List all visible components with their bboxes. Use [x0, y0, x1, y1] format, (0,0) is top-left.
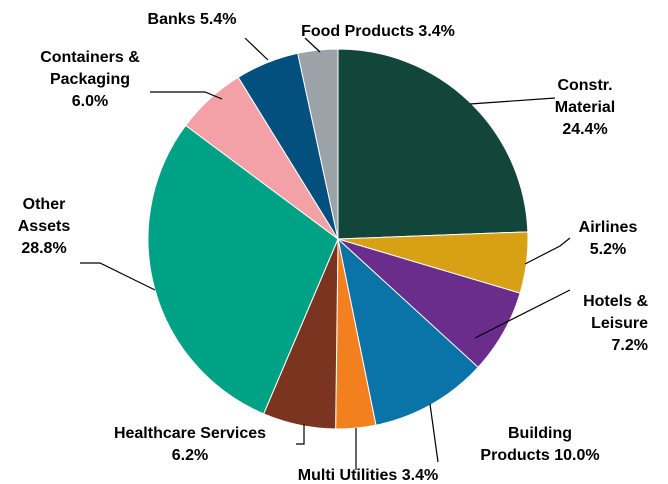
- leader-line-other: [80, 262, 156, 291]
- slice-label-line: 5.2%: [590, 241, 626, 258]
- slice-label-constr: Constr. Material 24.4%: [555, 77, 615, 138]
- leader-lines: [80, 37, 571, 470]
- slice-label-line: Airlines: [579, 219, 638, 236]
- slice-label-containers: Containers & Packaging 6.0%: [40, 49, 140, 110]
- pie-slices: [147, 48, 529, 430]
- slice-label-line: Material: [555, 99, 615, 116]
- slice-label-line: 28.8%: [21, 240, 66, 257]
- slice-label-line: Products 10.0%: [480, 447, 599, 464]
- slice-label-line: Healthcare Services: [114, 425, 266, 442]
- slice-label-food: Food Products 3.4%: [301, 23, 455, 40]
- slice-label-line: Banks 5.4%: [148, 11, 237, 28]
- slice-label-line: Packaging: [50, 71, 130, 88]
- slice-label-line: 24.4%: [562, 121, 607, 138]
- slice-label-line: 6.0%: [72, 93, 108, 110]
- pie-slice-building: [337, 237, 479, 426]
- slice-label-airlines: Airlines 5.2%: [579, 219, 638, 258]
- slice-label-building: Building Products 10.0%: [480, 425, 599, 464]
- slice-label-line: Hotels &: [583, 293, 648, 310]
- slice-label-line: Building: [508, 425, 572, 442]
- leader-line-building: [429, 403, 439, 463]
- slice-label-multi: Multi Utilities 3.4%: [298, 467, 438, 484]
- slice-label-line: Constr.: [557, 77, 612, 94]
- slice-label-banks: Banks 5.4%: [148, 11, 237, 28]
- slice-label-line: Food Products 3.4%: [301, 23, 455, 40]
- leader-line-hotels: [474, 289, 571, 339]
- leader-line-airlines: [524, 237, 571, 265]
- slice-labels: Constr. Material 24.4% Airlines 5.2% Hotels &…: [18, 11, 649, 484]
- leader-line-food: [304, 37, 321, 53]
- slice-label-line: Multi Utilities 3.4%: [298, 467, 438, 484]
- leader-line-banks: [244, 37, 269, 61]
- leader-line-healthcare: [296, 424, 305, 445]
- leader-line-constr: [469, 97, 556, 105]
- slice-label-line: 6.2%: [172, 447, 208, 464]
- slice-label-line: Containers &: [40, 49, 140, 66]
- slice-label-healthcare: Healthcare Services 6.2%: [114, 425, 266, 464]
- slice-label-line: Other: [23, 196, 66, 213]
- pie-slice-other: [147, 124, 339, 415]
- slice-label-line: 7.2%: [612, 337, 648, 354]
- pie-slice-constr: [337, 48, 529, 240]
- slice-label-line: Leisure: [591, 315, 648, 332]
- slice-label-line: Assets: [18, 218, 71, 235]
- slice-label-hotels: Hotels & Leisure 7.2%: [583, 293, 648, 354]
- leader-line-containers: [150, 91, 223, 100]
- slice-label-other: Other Assets 28.8%: [18, 196, 71, 257]
